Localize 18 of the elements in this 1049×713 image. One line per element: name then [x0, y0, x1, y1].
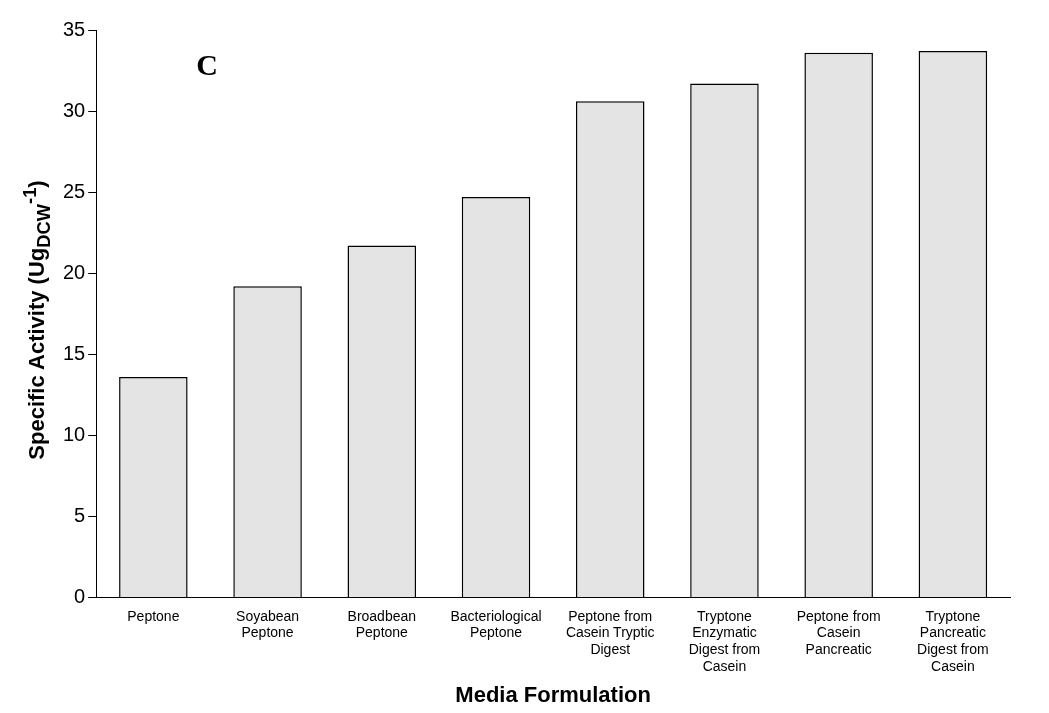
y-tick-label: 10 — [63, 422, 86, 445]
x-tick-label: Peptone — [127, 607, 180, 624]
x-tick-label: Broadbean Peptone — [347, 607, 417, 641]
x-tick-label: Soyabean Peptone — [236, 607, 300, 641]
x-tick-label: Bacteriological Peptone — [450, 607, 542, 641]
y-tick-label: 35 — [63, 17, 86, 40]
y-tick-label: 0 — [74, 584, 86, 607]
y-tick-label: 25 — [63, 179, 86, 202]
x-axis-title: Media Formulation — [455, 681, 651, 707]
x-tick-label: Peptone from Casein Tryptic Digest — [565, 607, 655, 658]
y-tick-label: 30 — [63, 98, 86, 121]
annotation: C — [196, 48, 218, 81]
x-tick-label: Tryptone Enzymatic Digest from Casein — [688, 607, 761, 675]
x-tick-label: Peptone from Casein Pancreatic — [796, 607, 881, 658]
x-tick-label: Tryptone Pancreatic Digest from Casein — [917, 607, 989, 675]
y-tick-label: 5 — [74, 503, 86, 526]
y-tick-label: 15 — [63, 341, 86, 364]
y-tick-label: 20 — [63, 260, 86, 283]
